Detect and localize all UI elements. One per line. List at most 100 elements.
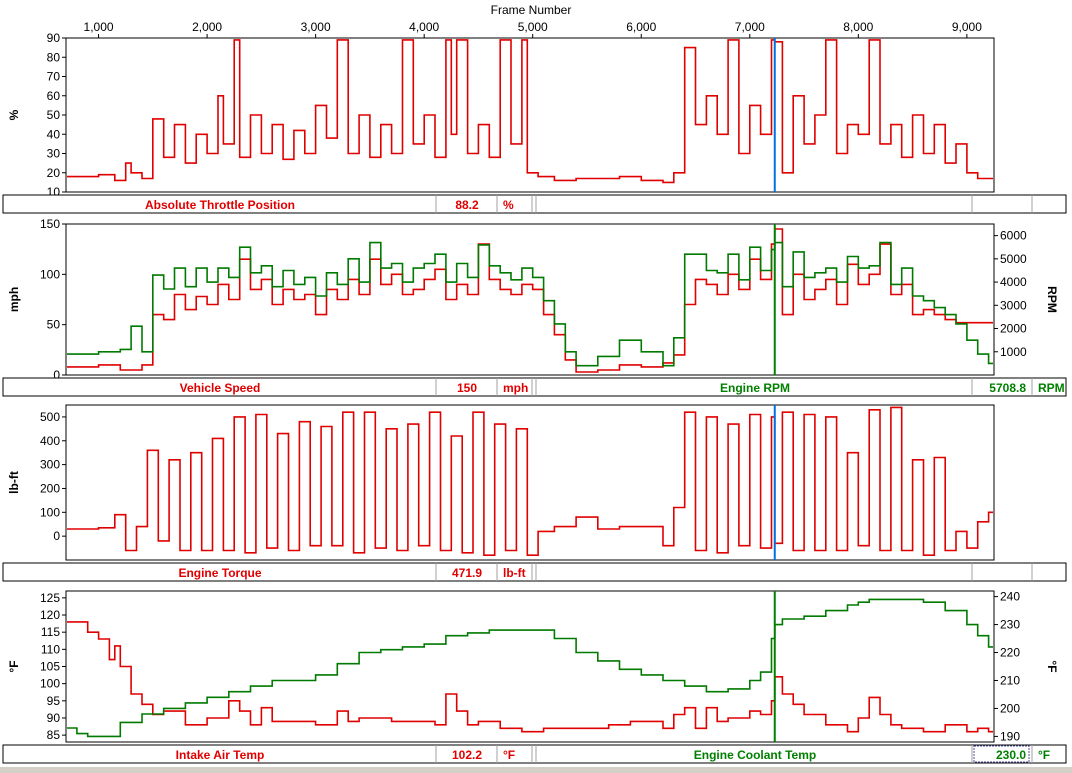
- status-channel2-unit: RPM: [1038, 381, 1065, 395]
- frame-tick-label: 7,000: [735, 20, 765, 34]
- y-tick-label: 110: [41, 642, 60, 656]
- y2-tick-label: 3000: [1000, 298, 1027, 312]
- y-tick-label: 70: [47, 70, 61, 84]
- status-bar: Intake Air Temp 102.2 °F Engine Coolant Tem…: [2, 744, 1067, 764]
- status-bar-frame: [2, 377, 1067, 397]
- y2-tick-label: 230: [1000, 618, 1020, 632]
- status-channel-value: 102.2: [452, 748, 482, 762]
- y-tick-label: 40: [47, 127, 61, 141]
- status-channel2-name: Engine Coolant Temp: [694, 748, 816, 762]
- status-bar: Engine Torque 471.9 lb-ft: [2, 562, 1067, 582]
- y2-tick-label: 200: [1000, 701, 1020, 715]
- y-tick-label: 115: [41, 625, 60, 639]
- y2-axis-unit-label: °F: [1045, 660, 1059, 672]
- y-tick-label: 20: [47, 166, 61, 180]
- status-channel-unit: %: [503, 198, 514, 212]
- plot-area[interactable]: [65, 404, 995, 561]
- status-channel-value: 88.2: [455, 198, 479, 212]
- plot-area[interactable]: [65, 223, 995, 376]
- status-channel-unit: °F: [503, 748, 515, 762]
- y-tick-label: 100: [40, 505, 60, 519]
- y2-tick-label: 2000: [1000, 322, 1027, 336]
- y-tick-label: 200: [40, 481, 60, 495]
- status-bar: Absolute Throttle Position 88.2%: [2, 194, 1067, 214]
- status-channel-value: 471.9: [452, 566, 482, 580]
- status-channel-unit: mph: [503, 381, 528, 395]
- panel-speed-rpm: 050100150mph100020003000400050006000RPMV…: [2, 217, 1067, 397]
- status-channel-unit: lb-ft: [503, 566, 526, 580]
- y2-tick-label: 190: [1000, 729, 1020, 743]
- status-value-focus-box[interactable]: [973, 745, 1030, 763]
- status-channel-name: Absolute Throttle Position: [145, 198, 295, 212]
- y-tick-label: 50: [47, 318, 61, 332]
- frame-tick-label: 1,000: [84, 20, 114, 34]
- y-tick-label: 125: [40, 591, 60, 605]
- status-channel-name: Vehicle Speed: [180, 381, 261, 395]
- status-bar-frame: [2, 194, 1067, 214]
- frame-tick-label: 8,000: [843, 20, 873, 34]
- y-tick-label: 150: [40, 217, 60, 231]
- y2-tick-label: 5000: [1000, 252, 1027, 266]
- y-tick-label: 500: [40, 410, 60, 424]
- frame-tick-label: 4,000: [409, 20, 439, 34]
- y-tick-label: 400: [40, 434, 60, 448]
- status-channel2-unit: °F: [1038, 748, 1050, 762]
- status-channel2-name: Engine RPM: [720, 381, 790, 395]
- frame-number-axis-label: Frame Number: [491, 3, 572, 17]
- status-channel-name: Intake Air Temp: [176, 748, 265, 762]
- series-line-vehicle-speed: [67, 228, 993, 373]
- y2-tick-label: 4000: [1000, 275, 1027, 289]
- y-tick-label: 50: [47, 108, 61, 122]
- plot-area[interactable]: [65, 590, 995, 743]
- y-tick-label: 105: [40, 660, 60, 674]
- series-line-intake-air-temp: [67, 621, 993, 733]
- status-channel2-value: 5708.8: [989, 381, 1026, 395]
- y-tick-label: 60: [47, 89, 61, 103]
- y-tick-label: 85: [47, 728, 61, 742]
- status-channel2-value: 230.0: [996, 748, 1026, 762]
- y2-tick-label: 210: [1000, 673, 1020, 687]
- y-tick-label: 90: [47, 711, 61, 725]
- y-tick-label: 95: [47, 694, 61, 708]
- y-tick-label: 0: [53, 529, 60, 543]
- frame-tick-label: 9,000: [952, 20, 982, 34]
- window-bottom-edge: [0, 767, 1072, 773]
- frame-tick-label: 5,000: [518, 20, 548, 34]
- series-line-engine-rpm: [67, 241, 993, 367]
- y-tick-label: 80: [47, 50, 61, 64]
- panel-temps: 85 90 95 100 105 110 115 120 125 °F 190 200 210 220 23…: [2, 590, 1067, 764]
- y2-tick-label: 220: [1000, 646, 1020, 660]
- y2-tick-label: 1000: [1000, 345, 1027, 359]
- series-line-engine-coolant-temp: [67, 598, 993, 738]
- y2-tick-label: 240: [1000, 590, 1020, 604]
- status-bar: Vehicle Speed 150 mph Engine RPM 5708.8 RPM: [2, 377, 1067, 397]
- y-axis-unit-label: °F: [7, 660, 21, 672]
- y-tick-label: 100: [40, 677, 60, 691]
- status-bar-frame: [2, 744, 1067, 764]
- y-tick-label: 30: [47, 147, 61, 161]
- status-bar-frame: [2, 562, 1067, 582]
- frame-tick-label: 3,000: [301, 20, 331, 34]
- y-axis-unit-label: lb-ft: [7, 471, 21, 494]
- plot-area[interactable]: [65, 37, 995, 193]
- frame-number-ticks: 1,000 2,000 3,000 4,000 5,000 6,000 7,000 8,000…: [84, 20, 982, 38]
- frame-tick-label: 2,000: [192, 20, 222, 34]
- y-axis-unit-label: mph: [7, 287, 21, 312]
- y-axis-unit-label: %: [7, 109, 21, 120]
- series-line-absolute-throttle-position: [67, 39, 993, 184]
- y-tick-label: 120: [40, 608, 60, 622]
- frame-tick-label: 6,000: [626, 20, 656, 34]
- y-tick-label: 0: [53, 368, 60, 382]
- y-tick-label: 90: [47, 31, 61, 45]
- y-tick-label: 100: [40, 267, 60, 281]
- y-tick-label: 300: [40, 458, 60, 472]
- status-channel-value: 150: [457, 381, 477, 395]
- panel-torque: 0 100 200 300 400 500 lb-ft Engine Torque 471.9 l…: [2, 404, 1067, 582]
- y2-tick-label: 6000: [1000, 229, 1027, 243]
- y2-axis-unit-label: RPM: [1045, 286, 1059, 313]
- series-line-engine-torque: [67, 406, 993, 557]
- status-channel-name: Engine Torque: [178, 566, 261, 580]
